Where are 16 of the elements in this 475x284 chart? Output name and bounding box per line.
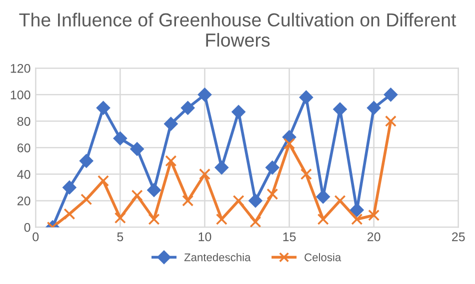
- y-tick-label: 80: [17, 116, 30, 126]
- legend-label: Celosia: [304, 253, 342, 262]
- x-tick-label: 0: [32, 232, 39, 242]
- x-tick-label: 10: [198, 232, 212, 242]
- x-tick-label: 15: [283, 232, 296, 242]
- y-tick-label: 20: [17, 196, 30, 206]
- chart-title: The Influence of Greenhouse Cultivation on Different Flowers: [19, 12, 456, 47]
- legend-label: Zantedeschia: [184, 253, 251, 262]
- y-tick-label: 100: [10, 90, 30, 100]
- y-tick-label: 40: [17, 170, 30, 179]
- y-tick-label: 0: [24, 223, 30, 232]
- y-tick-label: 120: [10, 64, 30, 73]
- y-tick-label: 60: [17, 143, 30, 152]
- x-tick-label: 5: [117, 232, 124, 242]
- x-tick-label: 20: [368, 232, 380, 242]
- x-tick-label: 25: [452, 232, 465, 242]
